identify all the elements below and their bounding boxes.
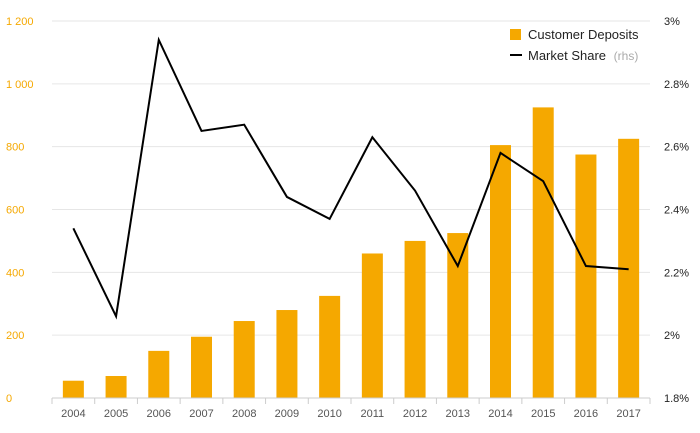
left-tick-label: 400 xyxy=(6,267,24,279)
x-tick-label: 2012 xyxy=(403,408,427,420)
right-tick-label: 3% xyxy=(664,16,680,28)
left-tick-label: 1 200 xyxy=(6,16,34,28)
left-tick-label: 800 xyxy=(6,142,24,154)
market-share-line xyxy=(72,36,629,320)
legend-label-customer-deposits: Customer Deposits xyxy=(528,27,639,42)
x-tick-label: 2011 xyxy=(361,408,385,420)
left-tick-label: 200 xyxy=(6,330,24,342)
bar-2015 xyxy=(532,107,554,398)
right-tick-label: 2.2% xyxy=(664,267,689,279)
legend-label-market-share-suffix: (rhs) xyxy=(614,49,639,63)
x-tick-label: 2005 xyxy=(104,408,128,420)
right-tick-label: 2.8% xyxy=(664,79,689,91)
line-series-market-share xyxy=(72,36,629,320)
bar-2006 xyxy=(148,350,170,398)
bar-2004 xyxy=(62,380,84,398)
x-tick-label: 2017 xyxy=(616,408,640,420)
legend-label-market-share: Market Share (rhs) xyxy=(528,48,638,63)
bar-series-customer-deposits xyxy=(62,107,640,398)
right-tick-label: 2.4% xyxy=(664,205,689,217)
right-tick-label: 1.8% xyxy=(664,393,689,405)
x-tick-label: 2004 xyxy=(61,408,85,420)
bar-2011 xyxy=(361,253,383,398)
bar-2007 xyxy=(191,336,212,398)
x-tick-label: 2014 xyxy=(488,408,512,420)
x-tick-label: 2013 xyxy=(446,408,470,420)
x-tick-label: 2016 xyxy=(574,408,598,420)
left-tick-label: 0 xyxy=(6,393,12,405)
bar-2008 xyxy=(233,321,255,398)
bar-2012 xyxy=(404,240,426,398)
x-tick-label: 2006 xyxy=(147,408,171,420)
x-tick-label: 2007 xyxy=(189,408,213,420)
bar-2013 xyxy=(447,233,469,398)
right-tick-label: 2.6% xyxy=(664,142,689,154)
x-tick-label: 2009 xyxy=(275,408,299,420)
gridlines xyxy=(52,20,650,399)
legend-label-market-share-text: Market Share xyxy=(528,48,606,63)
left-tick-label: 600 xyxy=(6,205,24,217)
right-tick-label: 2% xyxy=(664,330,680,342)
x-axis: 2004 2005 2006 2007 2008 2009 2010 2011 2012 2013… xyxy=(51,397,651,420)
bar-2016 xyxy=(575,154,597,398)
bar-2010 xyxy=(319,295,341,398)
legend: Customer Deposits Market Share (rhs) xyxy=(510,27,639,63)
left-tick-label: 1 000 xyxy=(6,79,34,91)
x-tick-label: 2015 xyxy=(531,408,555,420)
x-tick-label: 2010 xyxy=(317,408,341,420)
x-tick-label: 2008 xyxy=(232,408,256,420)
bar-2014 xyxy=(490,145,511,398)
legend-swatch-customer-deposits xyxy=(510,29,521,40)
left-axis: 0 200 400 600 800 1 000 1 200 xyxy=(6,16,34,405)
right-axis: 1.8% 2% 2.2% 2.4% 2.6% 2.8% 3% xyxy=(664,16,689,405)
bar-2005 xyxy=(105,376,127,398)
bar-2009 xyxy=(276,310,298,398)
